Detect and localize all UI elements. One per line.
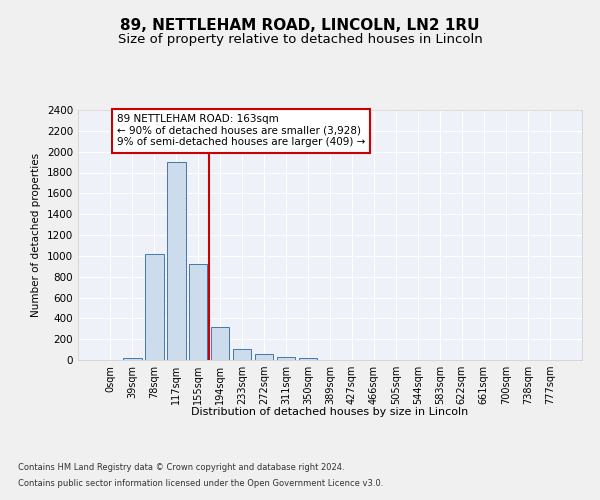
Bar [255,354,274,360]
Y-axis label: Number of detached properties: Number of detached properties [31,153,41,317]
Text: 89 NETTLEHAM ROAD: 163sqm
← 90% of detached houses are smaller (3,928)
9% of sem: 89 NETTLEHAM ROAD: 163sqm ← 90% of detac… [117,114,365,148]
Bar [299,358,317,360]
Text: Size of property relative to detached houses in Lincoln: Size of property relative to detached ho… [118,32,482,46]
Bar [189,264,208,360]
Text: Contains HM Land Registry data © Crown copyright and database right 2024.: Contains HM Land Registry data © Crown c… [18,462,344,471]
Text: Contains public sector information licensed under the Open Government Licence v3: Contains public sector information licen… [18,479,383,488]
Bar [167,162,185,360]
Text: 89, NETTLEHAM ROAD, LINCOLN, LN2 1RU: 89, NETTLEHAM ROAD, LINCOLN, LN2 1RU [120,18,480,32]
Bar [145,254,164,360]
Bar [233,348,251,360]
X-axis label: Distribution of detached houses by size in Lincoln: Distribution of detached houses by size … [191,407,469,417]
Bar [277,358,295,360]
Bar [211,327,229,360]
Bar [123,358,142,360]
